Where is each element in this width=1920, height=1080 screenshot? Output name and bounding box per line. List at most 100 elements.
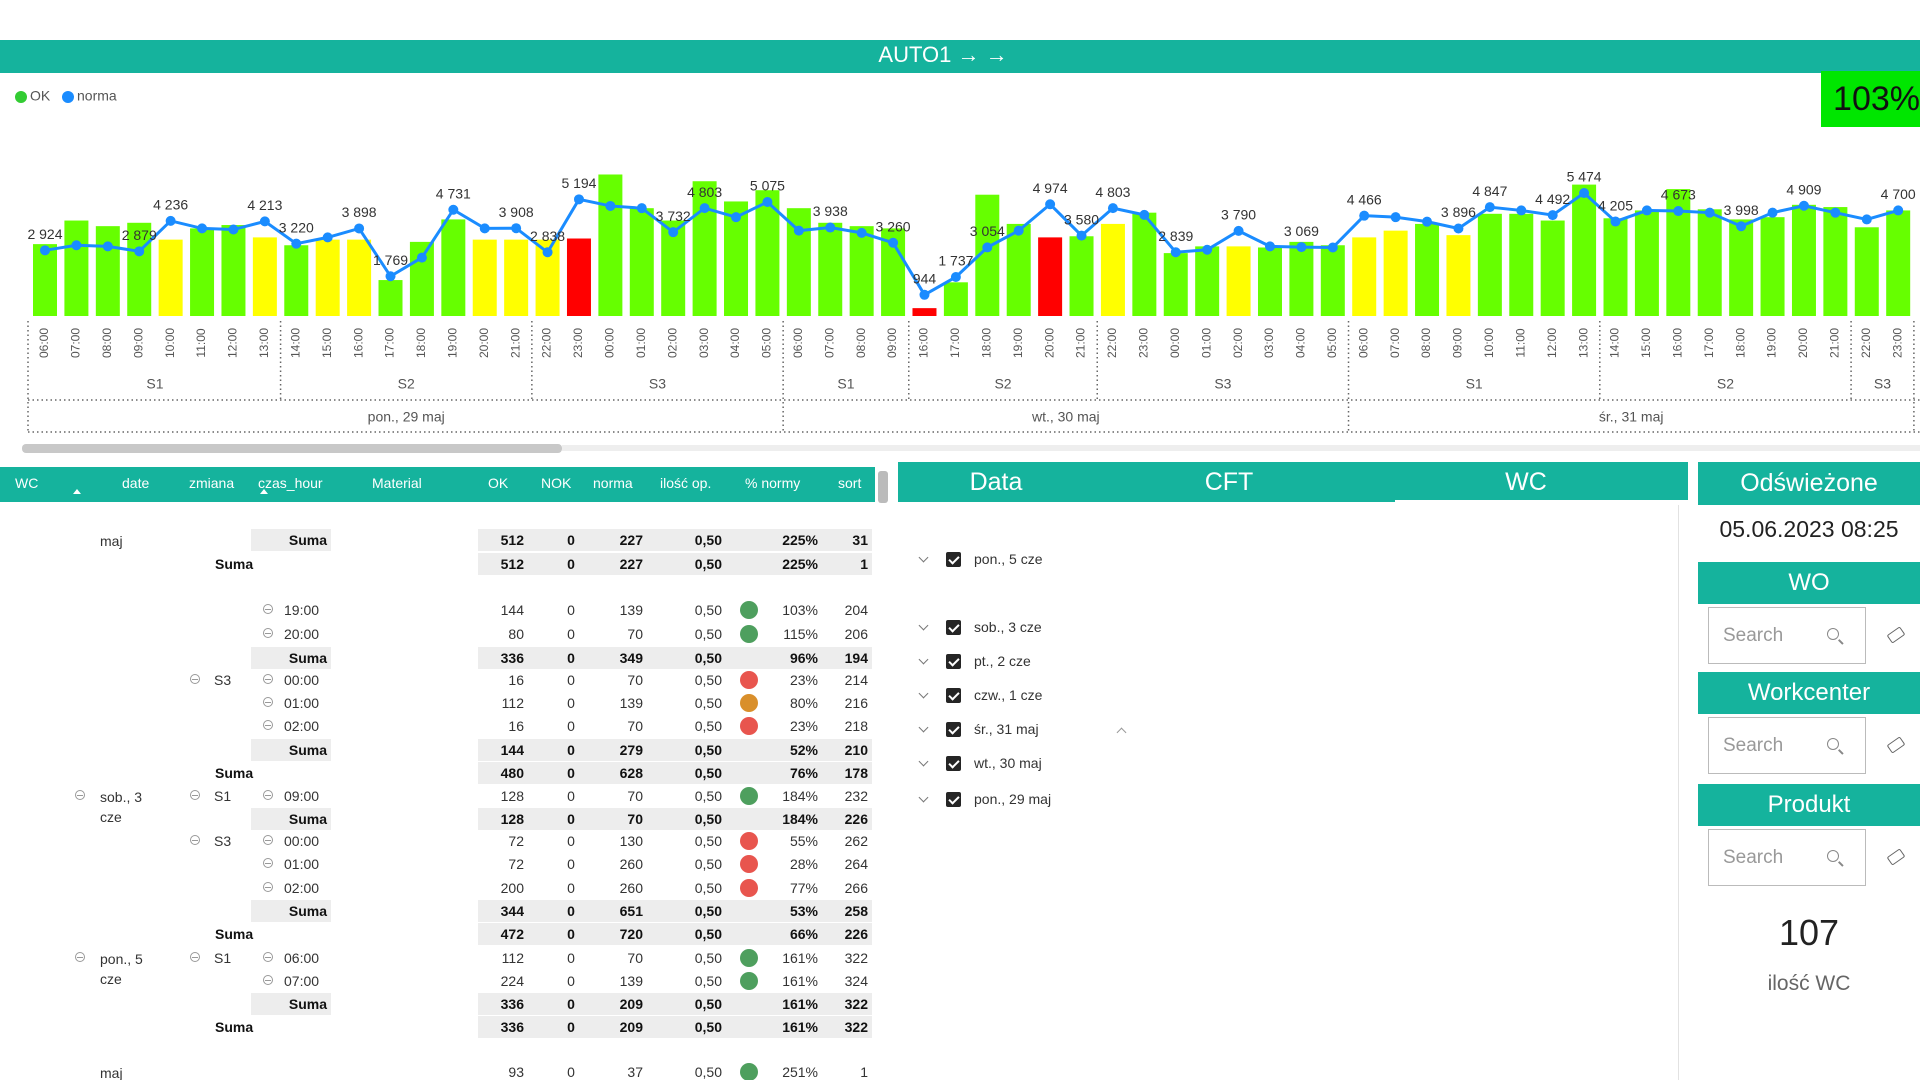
bar (127, 222, 152, 316)
x-tick-label: 14:00 (1608, 328, 1622, 358)
expand-caret[interactable] (1116, 727, 1127, 738)
checkbox[interactable] (946, 552, 961, 567)
chevron[interactable] (918, 552, 929, 563)
data-label: 3 790 (1221, 207, 1256, 223)
collapse-icon[interactable] (263, 882, 273, 892)
chevron[interactable] (918, 756, 929, 767)
chevron[interactable] (918, 688, 929, 699)
collapse-icon[interactable] (263, 858, 273, 868)
x-tick-label: 03:00 (697, 328, 711, 358)
collapse-icon[interactable] (190, 790, 200, 800)
checkbox[interactable] (946, 688, 961, 703)
column-header[interactable]: OK (488, 475, 509, 491)
search-box[interactable] (1708, 829, 1866, 886)
wc-count: 107 (1778, 912, 1840, 953)
x-tick-label: 22:00 (1859, 328, 1873, 358)
collapse-icon[interactable] (263, 952, 273, 962)
checkbox[interactable] (946, 620, 961, 635)
line-point (1045, 199, 1056, 210)
collapse-icon[interactable] (263, 697, 273, 707)
slicer-item[interactable]: śr., 31 maj (974, 721, 1039, 737)
collapse-icon[interactable] (263, 835, 273, 845)
search-box[interactable] (1708, 607, 1866, 664)
data-label: 3 732 (656, 208, 691, 224)
checkbox[interactable] (946, 792, 961, 807)
collapse-icon[interactable] (263, 790, 273, 800)
column-header[interactable]: Material (372, 475, 422, 491)
bar (1886, 210, 1911, 316)
row-hour: 07:00 (284, 973, 320, 989)
collapse-icon[interactable] (190, 835, 200, 845)
bar (598, 174, 623, 316)
checkbox[interactable] (946, 654, 961, 669)
collapse-icon[interactable] (263, 628, 273, 638)
tab-underline (1395, 500, 1688, 503)
chevron[interactable] (918, 722, 929, 733)
eraser-icon[interactable] (1886, 848, 1906, 866)
cell-pct: 55% (789, 833, 818, 849)
eraser-icon[interactable] (1886, 736, 1906, 754)
chevron[interactable] (918, 654, 929, 665)
table-scrollbar[interactable] (878, 471, 888, 503)
column-header[interactable]: norma (593, 475, 633, 491)
column-header[interactable]: sort (838, 475, 862, 491)
column-header[interactable]: czas_hour (258, 475, 323, 491)
collapse-icon[interactable] (75, 952, 85, 962)
total-row-bg (478, 923, 872, 945)
column-header[interactable]: ilość op. (660, 475, 712, 491)
data-label: 5 075 (750, 178, 785, 194)
scrollbar[interactable] (22, 444, 562, 453)
slicer-item[interactable]: pon., 5 cze (974, 551, 1043, 567)
x-tick-label: 19:00 (1011, 328, 1025, 358)
slicer-tab[interactable]: CFT (1204, 468, 1254, 496)
x-tick-label: 10:00 (163, 328, 177, 358)
collapse-icon[interactable] (190, 674, 200, 684)
slicer-item[interactable]: pt., 2 cze (974, 653, 1031, 669)
cell-value: 130 (619, 833, 643, 849)
cell-value: 216 (844, 695, 868, 711)
cell-nok: 0 (567, 556, 575, 572)
slicer-item[interactable]: czw., 1 cze (974, 687, 1043, 703)
collapse-icon[interactable] (263, 720, 273, 730)
x-tick-label: 20:00 (1042, 328, 1056, 358)
line-point (1861, 214, 1872, 225)
chevron[interactable] (918, 620, 929, 631)
line-point (825, 222, 836, 233)
line-point (1296, 242, 1307, 253)
slicer-tab[interactable]: Data (969, 468, 1023, 496)
slicer-item[interactable]: pon., 29 maj (974, 791, 1052, 807)
chevron[interactable] (918, 792, 929, 803)
search-placeholder: Search (1723, 735, 1784, 756)
column-header[interactable]: date (122, 475, 150, 491)
collapse-icon[interactable] (75, 790, 85, 800)
data-label: 4 700 (1881, 186, 1916, 202)
column-header[interactable]: % normy (745, 475, 801, 491)
line-point (197, 223, 208, 234)
row-hour: 00:00 (284, 833, 320, 849)
collapse-icon[interactable] (263, 975, 273, 985)
refresh-header: Odświeżone (1698, 462, 1920, 505)
row-date: pon., 5 cze (100, 951, 143, 987)
slicer-item[interactable]: wt., 30 maj (974, 755, 1042, 771)
eraser-icon[interactable] (1886, 626, 1906, 644)
collapse-icon[interactable] (263, 604, 273, 614)
collapse-icon[interactable] (263, 674, 273, 684)
slicer-item[interactable]: sob., 3 cze (974, 619, 1042, 635)
column-header[interactable]: zmiana (189, 475, 235, 491)
cell-nok: 0 (567, 650, 575, 666)
column-header[interactable]: NOK (541, 475, 572, 491)
data-label: 1 737 (938, 253, 973, 269)
column-header[interactable]: WC (15, 475, 39, 491)
search-box[interactable] (1708, 717, 1866, 774)
cell-value: 336 (500, 1019, 524, 1035)
bar (1509, 213, 1534, 316)
x-tick-label: 04:00 (728, 328, 742, 358)
checkbox[interactable] (946, 722, 961, 737)
row-hour: Suma (288, 996, 327, 1012)
collapse-icon[interactable] (190, 952, 200, 962)
slicer-tab[interactable]: WC (1505, 468, 1547, 496)
line-point (950, 271, 961, 282)
data-label: 4 974 (1033, 180, 1068, 196)
checkbox[interactable] (946, 756, 961, 771)
x-tick-label: 18:00 (979, 328, 993, 358)
